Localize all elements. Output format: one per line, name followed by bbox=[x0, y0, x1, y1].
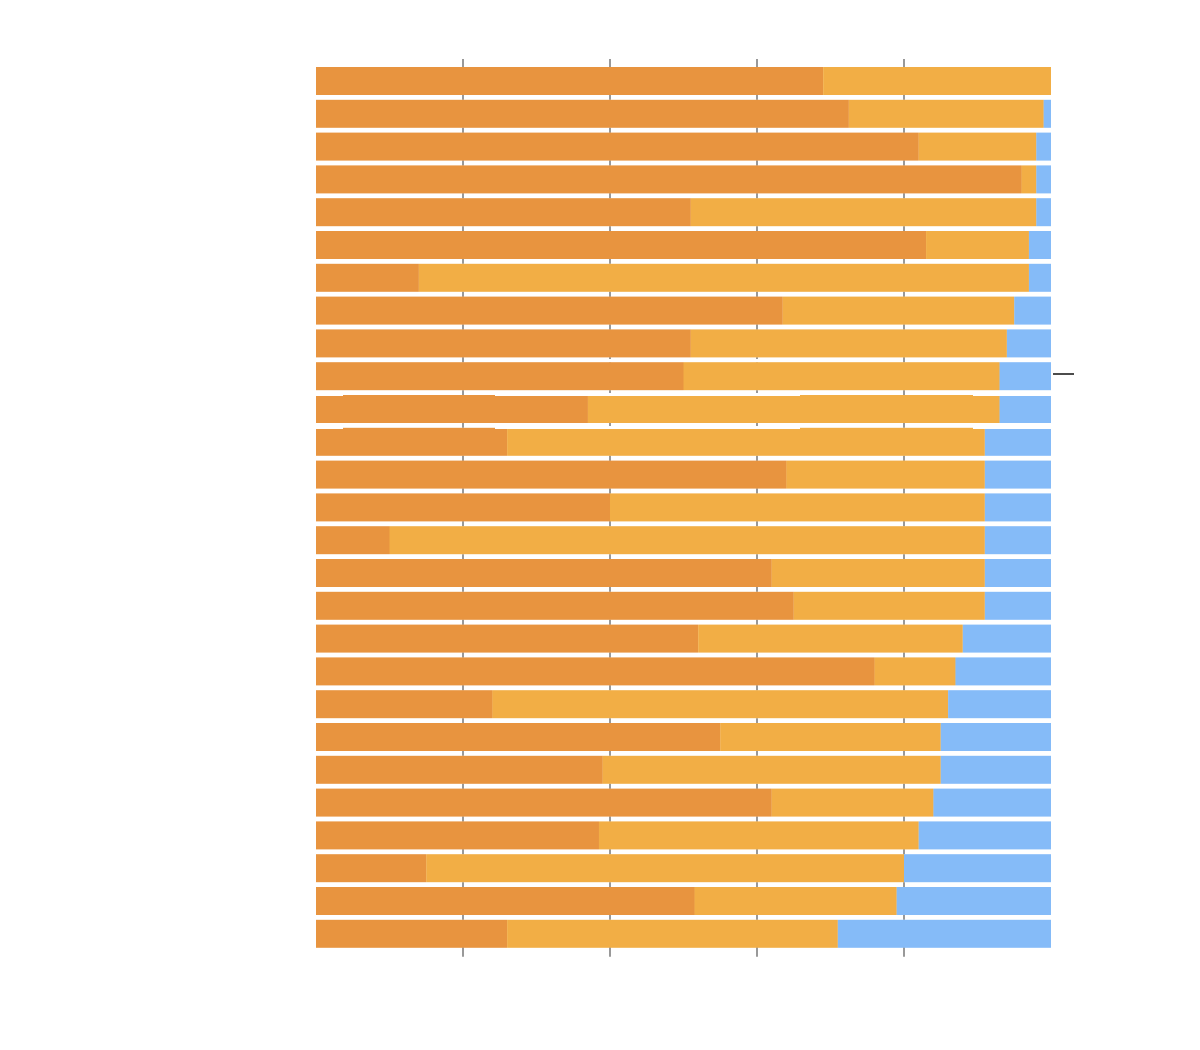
bar-segment-10-1 bbox=[587, 395, 1000, 423]
bar-segment-4-1 bbox=[690, 198, 1037, 227]
bar-segment-1-2 bbox=[1043, 99, 1051, 128]
bar-segment-4-0 bbox=[316, 198, 691, 227]
bar-segment-16-2 bbox=[984, 591, 1051, 620]
bottom-axis-ticks bbox=[462, 947, 905, 957]
bar-segment-8-0 bbox=[316, 329, 691, 358]
bar-segment-3-1 bbox=[1021, 165, 1037, 194]
bar-segment-9-0 bbox=[316, 362, 684, 391]
stripe-0-1 bbox=[495, 359, 800, 362]
bar-segment-12-0 bbox=[316, 460, 787, 489]
bars-layer bbox=[316, 67, 1051, 948]
bar-segment-13-2 bbox=[984, 493, 1051, 522]
bar-segment-15-1 bbox=[771, 559, 985, 587]
bar-segment-23-2 bbox=[918, 821, 1051, 850]
bar-segment-1-1 bbox=[848, 99, 1044, 128]
bar-segment-18-0 bbox=[316, 657, 875, 686]
bar-segment-20-2 bbox=[940, 723, 1051, 751]
bar-segment-20-1 bbox=[720, 723, 941, 751]
stripe-1-0 bbox=[316, 393, 343, 396]
stripe-1-2 bbox=[973, 393, 1051, 396]
bar-segment-3-2 bbox=[1036, 165, 1051, 194]
bar-segment-15-0 bbox=[316, 559, 772, 587]
bar-segment-4-2 bbox=[1036, 198, 1051, 227]
bar-segment-8-2 bbox=[1006, 329, 1051, 358]
bar-segment-6-0 bbox=[316, 263, 419, 292]
bar-segment-22-2 bbox=[933, 788, 1051, 817]
bar-segment-5-0 bbox=[316, 231, 927, 259]
bar-segment-19-2 bbox=[948, 690, 1051, 719]
bar-segment-9-1 bbox=[683, 362, 1000, 391]
stripe-0-2 bbox=[973, 359, 1051, 362]
bar-segment-2-1 bbox=[918, 132, 1037, 161]
bar-segment-12-1 bbox=[786, 460, 985, 489]
stripe-1-1 bbox=[495, 393, 800, 396]
bar-segment-24-1 bbox=[426, 854, 904, 883]
bar-segment-26-0 bbox=[316, 919, 508, 948]
bar-segment-5-2 bbox=[1028, 231, 1051, 259]
bar-segment-17-1 bbox=[698, 624, 963, 653]
bar-segment-13-1 bbox=[610, 493, 985, 522]
bar-segment-22-0 bbox=[316, 788, 772, 817]
bar-segment-9-2 bbox=[999, 362, 1051, 391]
bar-segment-14-1 bbox=[389, 526, 985, 555]
stripe-2-2 bbox=[973, 426, 1051, 429]
bar-segment-15-2 bbox=[984, 559, 1051, 587]
bar-segment-14-0 bbox=[316, 526, 390, 555]
bar-segment-21-2 bbox=[940, 755, 1051, 784]
bar-segment-2-2 bbox=[1036, 132, 1051, 161]
bar-segment-6-1 bbox=[418, 263, 1029, 292]
bar-segment-16-1 bbox=[793, 591, 985, 620]
bar-segment-0-0 bbox=[316, 67, 824, 95]
bar-segment-11-0 bbox=[316, 427, 508, 456]
bar-segment-20-0 bbox=[316, 723, 721, 751]
bar-segment-26-1 bbox=[507, 919, 838, 948]
stripe-0-0 bbox=[316, 359, 343, 362]
bar-segment-5-1 bbox=[926, 231, 1029, 259]
bar-segment-21-1 bbox=[602, 755, 941, 784]
bar-segment-18-1 bbox=[874, 657, 956, 686]
bar-segment-10-2 bbox=[999, 395, 1051, 423]
bar-segment-7-2 bbox=[1014, 296, 1051, 325]
bar-segment-23-0 bbox=[316, 821, 599, 850]
bar-segment-19-1 bbox=[492, 690, 949, 719]
bar-segment-3-0 bbox=[316, 165, 1022, 194]
bar-segment-2-0 bbox=[316, 132, 919, 161]
bar-segment-24-0 bbox=[316, 854, 427, 883]
bar-segment-16-0 bbox=[316, 591, 794, 620]
bar-segment-18-2 bbox=[955, 657, 1051, 686]
bar-segment-6-2 bbox=[1028, 263, 1051, 292]
bar-segment-8-1 bbox=[690, 329, 1007, 358]
bar-segment-19-0 bbox=[316, 690, 493, 719]
bar-segment-7-1 bbox=[782, 296, 1015, 325]
bar-segment-21-0 bbox=[316, 755, 603, 784]
bar-segment-14-2 bbox=[984, 526, 1051, 555]
bar-segment-10-0 bbox=[316, 395, 588, 423]
bar-segment-25-2 bbox=[896, 887, 1051, 915]
bar-segment-0-1 bbox=[823, 67, 1051, 95]
bar-segment-13-0 bbox=[316, 493, 610, 522]
bar-segment-12-2 bbox=[984, 460, 1051, 489]
bar-segment-22-1 bbox=[771, 788, 934, 817]
bar-segment-1-0 bbox=[316, 99, 849, 128]
stripe-2-1 bbox=[495, 426, 800, 429]
bar-segment-17-0 bbox=[316, 624, 699, 653]
bar-segment-23-1 bbox=[598, 821, 919, 850]
bar-segment-25-0 bbox=[316, 887, 695, 915]
bar-segment-24-2 bbox=[904, 854, 1051, 883]
bar-segment-17-2 bbox=[962, 624, 1051, 653]
bar-segment-26-2 bbox=[837, 919, 1051, 948]
bar-segment-25-1 bbox=[694, 887, 897, 915]
bar-segment-11-2 bbox=[984, 427, 1051, 456]
bar-segment-7-0 bbox=[316, 296, 783, 325]
stripe-2-0 bbox=[316, 426, 343, 429]
bar-segment-11-1 bbox=[507, 427, 985, 456]
decor-layer bbox=[316, 359, 1074, 429]
